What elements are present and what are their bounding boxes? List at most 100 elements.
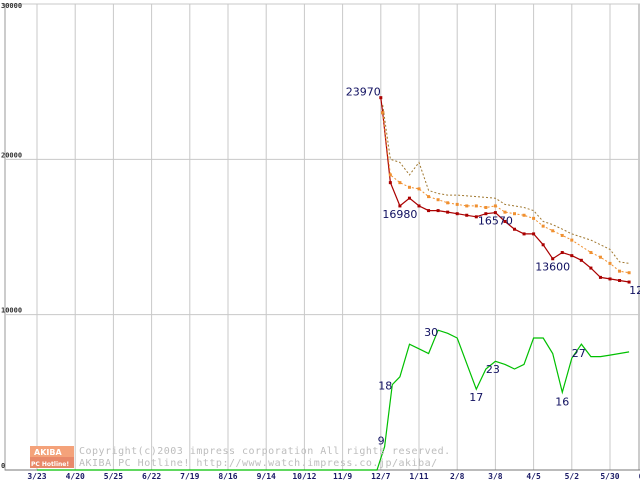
data-point — [627, 280, 631, 284]
data-point — [427, 209, 431, 213]
series-line — [37, 329, 630, 471]
data-point — [474, 204, 478, 208]
data-point — [532, 232, 536, 236]
data-point — [560, 233, 564, 237]
watermark: AKIBA PC Hotline! Copyright(c)2003 impre… — [30, 446, 451, 469]
x-tick-label: 6/27 — [639, 472, 640, 480]
data-point — [598, 255, 602, 259]
data-label: 27 — [572, 347, 586, 360]
data-label: 23970 — [346, 86, 381, 99]
data-label: 16 — [555, 395, 569, 408]
data-point — [570, 238, 574, 242]
data-point — [446, 201, 450, 205]
data-point — [379, 96, 383, 100]
series-layer — [37, 96, 631, 471]
data-label: 18 — [378, 380, 392, 393]
data-label: 23 — [486, 363, 500, 376]
x-tick-label: 1/11 — [409, 472, 428, 480]
x-tick-label: 5/25 — [104, 472, 123, 480]
x-tick-label: 3/8 — [488, 472, 503, 480]
x-tick-label: 11/9 — [333, 472, 352, 480]
data-point — [503, 210, 507, 214]
x-tick-label: 6/22 — [142, 472, 161, 480]
data-point — [436, 198, 440, 202]
data-point — [627, 271, 631, 275]
data-point — [608, 277, 612, 281]
akiba-logo: AKIBA PC Hotline! — [30, 446, 74, 468]
logo-top-text: AKIBA — [34, 448, 62, 457]
data-label: 9 — [378, 435, 385, 448]
data-point — [522, 213, 526, 217]
logo-bottom-text: PC Hotline! — [31, 461, 69, 468]
y-tick-label: 20000 — [1, 151, 22, 159]
data-point — [532, 216, 536, 220]
x-tick-label: 9/14 — [257, 472, 276, 480]
url-line: AKIBA PC Hotline! http://www.watch.impre… — [79, 458, 438, 469]
data-point — [541, 224, 545, 228]
plot-frame — [4, 3, 640, 471]
x-tick-label: 4/20 — [66, 472, 85, 480]
y-tick-label: 0 — [1, 462, 5, 470]
x-tick-label: 4/5 — [526, 472, 541, 480]
series-line — [382, 104, 630, 264]
x-axis-ticks: 3/23 4/20 5/25 6/22 7/19 8/16 9/14 10/12 11/9 12/… — [27, 472, 640, 480]
data-point — [417, 187, 421, 191]
x-tick-label: 5/30 — [600, 472, 619, 480]
data-point — [465, 204, 469, 208]
data-point — [608, 261, 612, 265]
data-point — [427, 195, 431, 199]
data-point — [551, 257, 555, 261]
data-point — [398, 204, 402, 208]
data-point — [598, 275, 602, 279]
data-point — [388, 181, 392, 185]
y-tick-label: 30000 — [1, 2, 22, 10]
data-point — [513, 212, 516, 216]
data-label: 12100 — [629, 284, 640, 297]
data-point — [560, 251, 564, 255]
data-point — [465, 213, 469, 217]
x-tick-label: 7/19 — [180, 472, 199, 480]
data-label: 16980 — [382, 208, 417, 221]
series-line — [380, 97, 630, 283]
data-point — [493, 204, 497, 208]
data-label: 13600 — [535, 261, 570, 274]
data-label: 30 — [424, 326, 438, 339]
data-point — [474, 215, 478, 219]
x-tick-label: 12/7 — [371, 472, 390, 480]
series-line — [382, 112, 630, 274]
x-tick-label: 10/12 — [292, 472, 316, 480]
data-point — [407, 185, 411, 189]
data-point — [541, 243, 545, 247]
x-tick-label: 3/23 — [27, 472, 46, 480]
data-point — [589, 251, 593, 255]
data-point — [570, 254, 574, 258]
data-point — [455, 202, 459, 206]
data-point — [417, 204, 421, 208]
data-label: 16570 — [478, 215, 513, 228]
data-point — [398, 181, 402, 185]
data-point — [618, 269, 622, 273]
data-point — [503, 219, 507, 223]
data-labels: 23970 16980 16570 13600 12100 9 18 30 17 23 16 27 — [346, 86, 640, 448]
data-point — [493, 211, 497, 215]
data-point — [618, 278, 622, 282]
grid — [4, 3, 640, 471]
data-point — [589, 266, 593, 270]
data-point — [579, 258, 583, 262]
data-point — [484, 205, 488, 209]
y-axis-ticks: 0 10000 20000 30000 — [1, 2, 22, 470]
data-point — [522, 232, 526, 236]
x-tick-label: 5/2 — [565, 472, 580, 480]
data-point — [455, 212, 459, 216]
data-point — [551, 229, 555, 233]
x-tick-label: 2/8 — [450, 472, 465, 480]
data-point — [381, 111, 385, 115]
data-point — [436, 209, 440, 213]
y-tick-label: 10000 — [1, 307, 22, 315]
x-tick-label: 8/16 — [218, 472, 237, 480]
data-point — [446, 210, 450, 214]
copyright-line: Copyright(c)2003 impress corporation All… — [79, 446, 451, 457]
data-point — [388, 173, 392, 177]
data-point — [484, 212, 488, 216]
